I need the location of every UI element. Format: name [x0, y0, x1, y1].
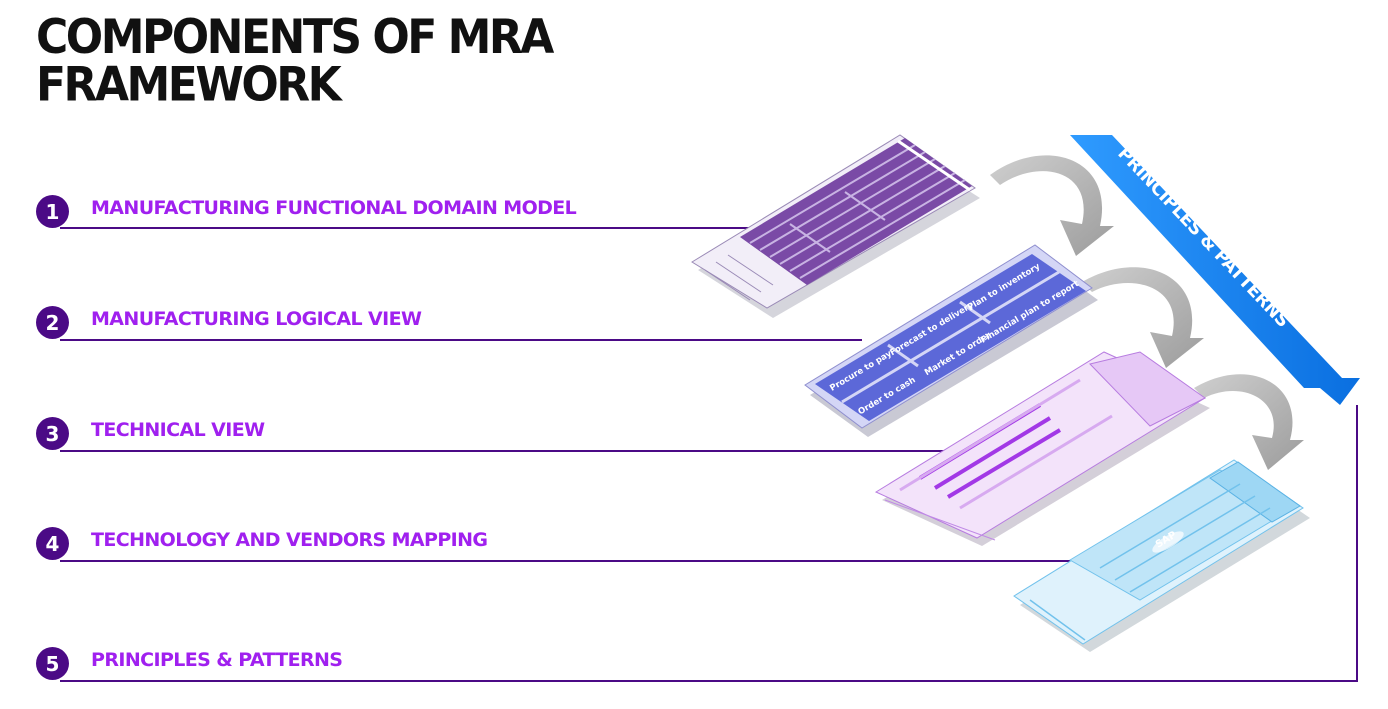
page-title-line-1: COMPONENTS OF MRA: [36, 9, 554, 65]
number-badge: 2: [36, 306, 69, 339]
layer-technical-view: [874, 351, 1210, 546]
number-badge: 5: [36, 647, 69, 680]
principles-banner-text: PRINCIPLES & PATTERNS: [1113, 143, 1293, 332]
flow-arrows: [990, 155, 1304, 470]
number-badge: 4: [36, 527, 69, 560]
layer-logical-view: Procure to pay Forecast to delivery Plan…: [804, 244, 1098, 437]
page-title: COMPONENTS OF MRA FRAMEWORK: [36, 9, 554, 113]
curved-arrow-icon-1: [990, 155, 1114, 256]
connector-line-5: [60, 405, 1358, 682]
component-label: MANUFACTURING FUNCTIONAL DOMAIN MODEL: [91, 197, 577, 219]
layer-technology-vendors: SAP: [1013, 459, 1310, 652]
curved-arrow-icon-3: [1194, 374, 1304, 470]
connector-lines: [60, 227, 1358, 682]
component-label: PRINCIPLES & PATTERNS: [91, 649, 343, 671]
component-label: MANUFACTURING LOGICAL VIEW: [91, 308, 422, 330]
number-badge: 3: [36, 417, 69, 450]
number-badge: 1: [36, 195, 69, 228]
layer-functional-domain-model: [691, 134, 980, 318]
component-label: TECHNOLOGY AND VENDORS MAPPING: [91, 529, 488, 551]
curved-arrow-icon-2: [1082, 267, 1204, 368]
page-title-line-2: FRAMEWORK: [36, 57, 342, 113]
component-label: TECHNICAL VIEW: [91, 419, 265, 441]
